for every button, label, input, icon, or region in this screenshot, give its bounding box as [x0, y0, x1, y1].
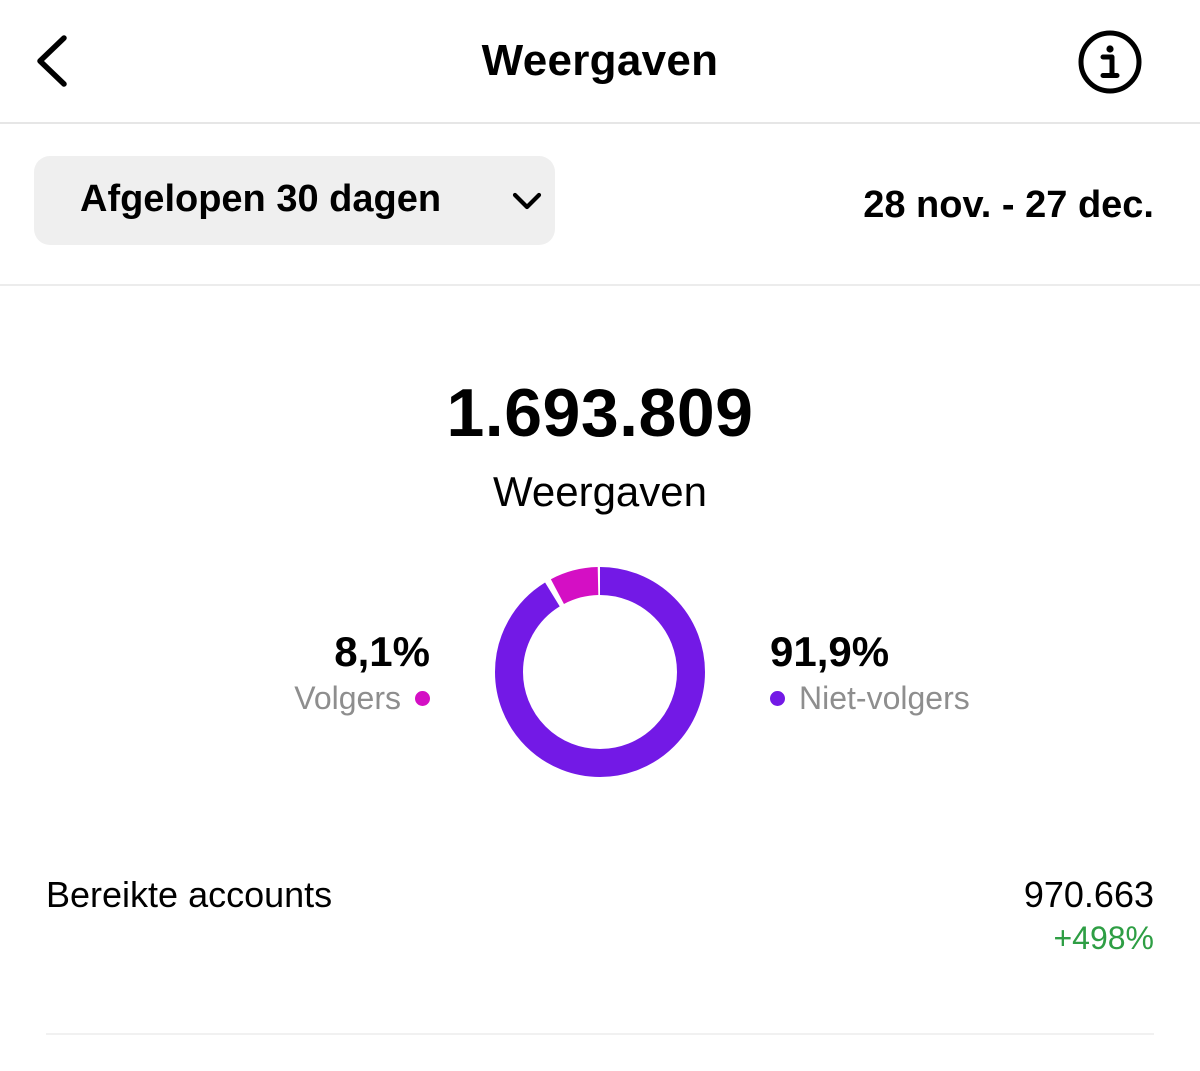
info-circle-icon[interactable] [1076, 28, 1144, 96]
non-followers-segment [495, 567, 705, 777]
non-followers-dot-icon [770, 691, 785, 706]
filter-bar: Afgelopen 30 dagen 28 nov. - 27 dec. [0, 124, 1200, 286]
followers-label: Volgers [294, 680, 401, 716]
chevron-left-icon[interactable] [26, 26, 86, 96]
followers-dot-icon [415, 691, 430, 706]
chevron-down-icon [512, 192, 542, 210]
top-bar: Weergaven [0, 0, 1200, 124]
total-views-value: 1.693.809 [446, 375, 754, 451]
divider [46, 1033, 1154, 1035]
total-views-label: Weergaven [492, 468, 708, 515]
period-label: Afgelopen 30 dagen [80, 178, 442, 220]
reached-accounts-change: +498% [1053, 920, 1154, 956]
page-title: Weergaven [481, 36, 719, 85]
non-followers-legend: Niet-volgers [770, 680, 970, 717]
date-range: 28 nov. - 27 dec. [863, 184, 1154, 226]
views-donut-chart [495, 567, 705, 777]
non-followers-percent: 91,9% [770, 628, 890, 675]
followers-percent: 8,1% [334, 628, 430, 675]
reached-accounts-label: Bereikte accounts [46, 874, 333, 915]
non-followers-label: Niet-volgers [799, 680, 970, 716]
period-dropdown[interactable]: Afgelopen 30 dagen [34, 156, 555, 245]
followers-legend: Volgers [294, 680, 430, 717]
reached-accounts-value: 970.663 [1023, 874, 1154, 915]
